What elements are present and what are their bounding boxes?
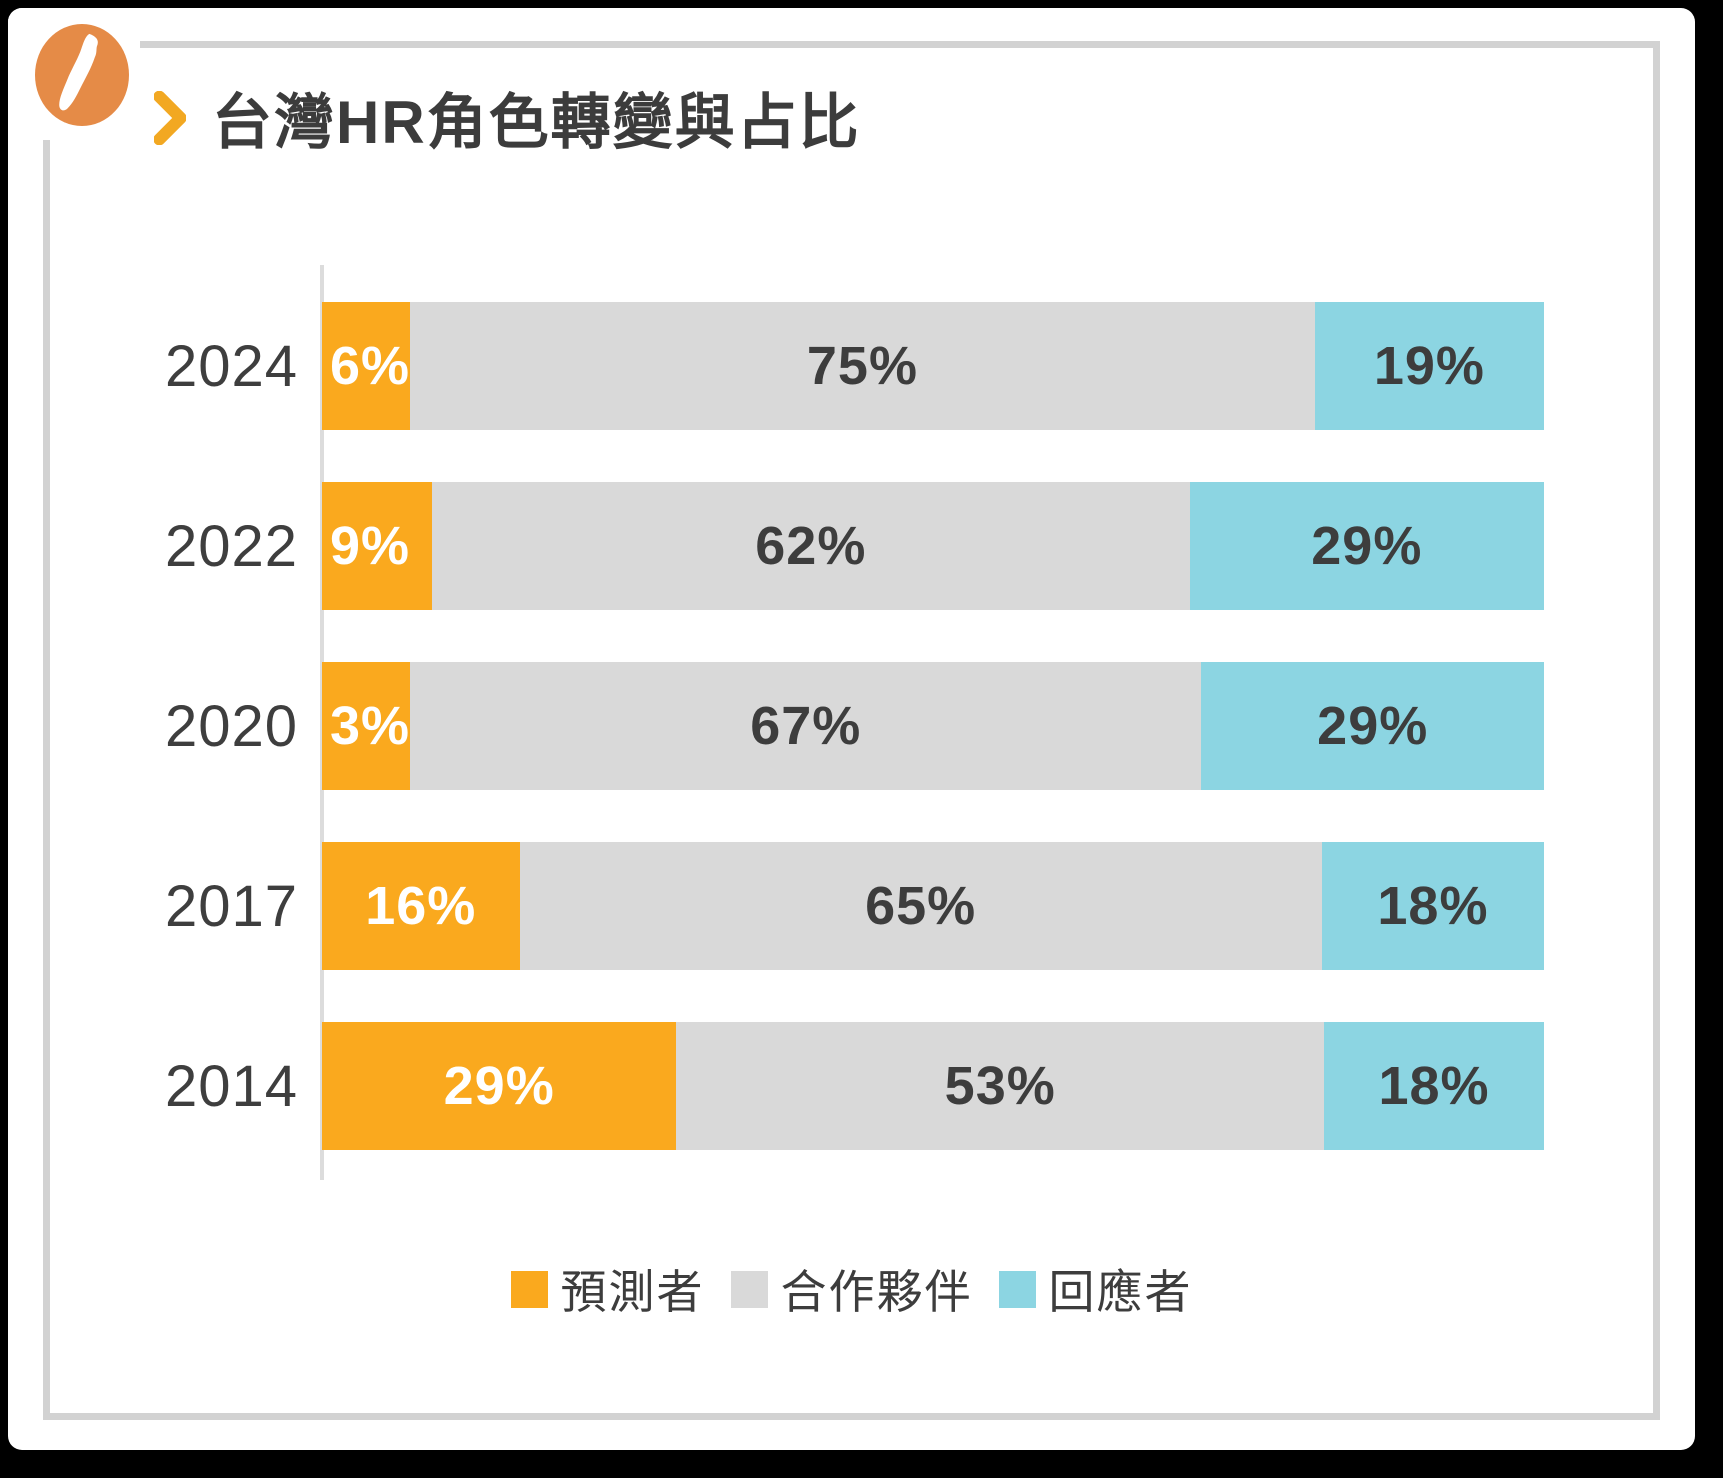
row-year-label: 2024 [164, 333, 298, 399]
legend-label: 預測者 [560, 1266, 705, 1318]
bar-segment-value: 62% [755, 516, 867, 576]
legend-item: 回應者 [998, 1256, 1193, 1322]
bar-segment: 29% [1189, 482, 1544, 610]
bar-segment-value: 29% [443, 1056, 555, 1116]
header: 台灣HR角色轉變與占比 [154, 74, 861, 161]
bar-segment-value: 19% [1373, 336, 1485, 396]
stacked-bar: 16% 65% 18% [322, 842, 1545, 970]
legend-label: 回應者 [1048, 1266, 1193, 1318]
bar-segment: 9% [322, 482, 432, 610]
bar-segment: 62% [431, 482, 1190, 610]
bar-segment: 16% [322, 842, 520, 970]
bar-segment-value: 3% [330, 696, 411, 756]
chart-row: 2020 3% 67% 29% [64, 662, 1544, 790]
chart-row: 2014 29% 53% 18% [64, 1022, 1544, 1150]
bar-segment: 18% [1324, 1022, 1544, 1150]
legend-label: 合作夥伴 [780, 1266, 973, 1318]
logo-badge [35, 24, 129, 126]
bar-segment-value: 6% [330, 336, 411, 396]
bar-segment-value: 67% [750, 696, 862, 756]
chart-row: 2022 9% 62% 29% [64, 482, 1544, 610]
legend-swatch [998, 1270, 1036, 1308]
chart-row: 2017 16% 65% 18% [64, 842, 1545, 970]
row-year-label: 2017 [164, 873, 298, 939]
page-title: 台灣HR角色轉變與占比 [212, 89, 861, 156]
bar-segment-value: 9% [330, 516, 411, 576]
legend: 預測者 合作夥伴 回應者 [8, 1256, 1695, 1322]
bar-segment: 3% [322, 662, 411, 790]
bar-segment-value: 16% [365, 876, 477, 936]
legend-item: 合作夥伴 [730, 1256, 973, 1322]
bar-segment: 75% [410, 302, 1315, 430]
chart-row: 2024 6% 75% 19% [64, 302, 1544, 430]
row-year-label: 2022 [164, 513, 298, 579]
bar-segment: 19% [1314, 302, 1544, 430]
chevron-right-icon [154, 90, 186, 145]
legend-item: 預測者 [510, 1256, 705, 1322]
stacked-bar: 9% 62% 29% [322, 482, 1544, 610]
bar-segment: 6% [322, 302, 411, 430]
infographic-card: 台灣HR角色轉變與占比 2024 6% 75% 19% 2022 9% 62% 29% 2020… [8, 8, 1695, 1450]
bar-segment: 53% [676, 1022, 1325, 1150]
bar-segment-value: 53% [944, 1056, 1056, 1116]
stacked-bar: 29% 53% 18% [322, 1022, 1544, 1150]
stacked-bar: 3% 67% 29% [322, 662, 1544, 790]
bar-segment-value: 18% [1377, 876, 1489, 936]
taiwan-island-icon [53, 32, 111, 119]
bar-segment-value: 75% [806, 336, 918, 396]
row-year-label: 2014 [164, 1053, 298, 1119]
legend-swatch [730, 1270, 768, 1308]
row-year-label: 2020 [164, 693, 298, 759]
decorative-frame [43, 41, 1660, 1420]
bar-segment: 29% [1201, 662, 1544, 790]
bar-segment-value: 29% [1317, 696, 1429, 756]
bar-segment: 18% [1321, 842, 1545, 970]
bar-segment: 29% [322, 1022, 677, 1150]
legend-swatch [510, 1270, 548, 1308]
bar-segment: 67% [410, 662, 1202, 790]
bar-segment: 65% [519, 842, 1322, 970]
stacked-bar: 6% 75% 19% [322, 302, 1544, 430]
bar-segment-value: 65% [865, 876, 977, 936]
bar-segment-value: 29% [1311, 516, 1423, 576]
bar-segment-value: 18% [1378, 1056, 1490, 1116]
